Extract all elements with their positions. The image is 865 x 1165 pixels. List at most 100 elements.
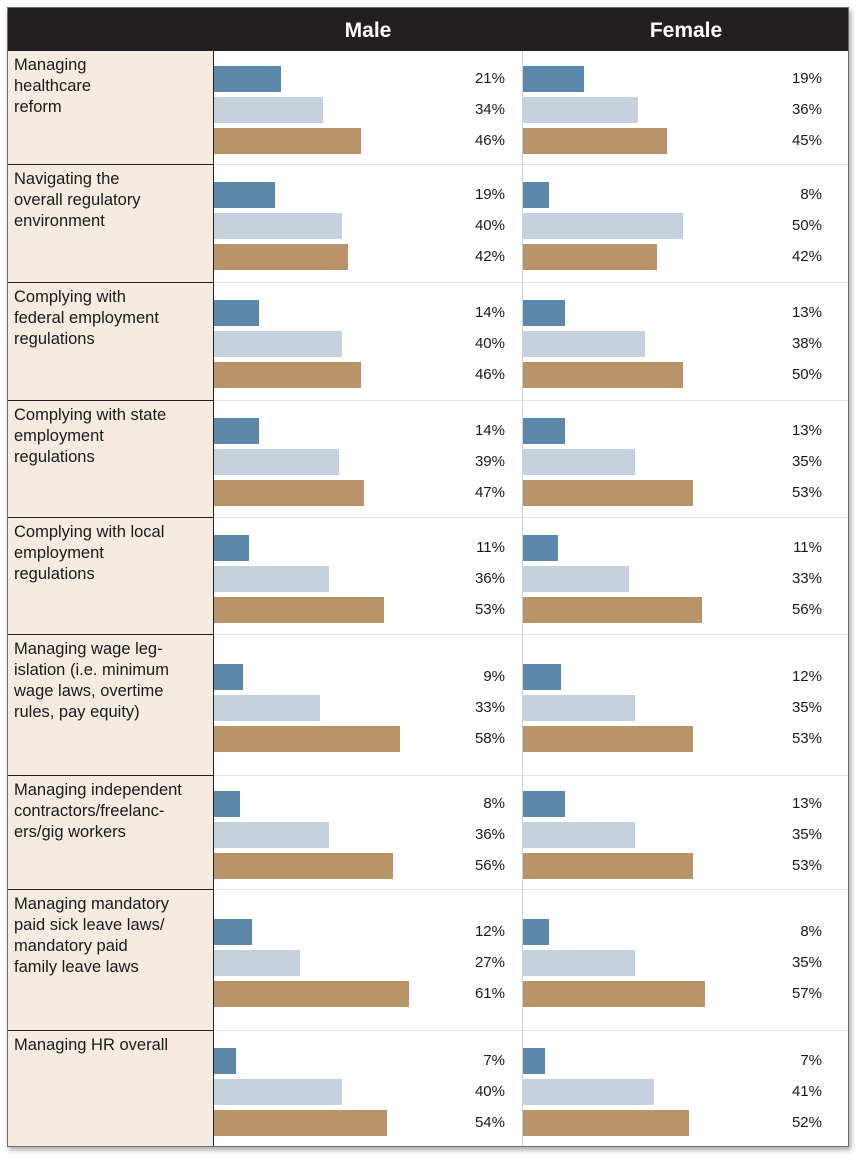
bar-female-series-1 [523,535,558,561]
bar-male-series-1 [214,919,252,945]
bar-male-series-1 [214,300,259,326]
value-label-female: 52% [791,1114,822,1131]
bar-male-series-1 [214,66,281,92]
panel-female: 13% 35% 53% [522,776,848,890]
panel-male: 21% 34% 46% [214,51,522,165]
panel-female: 8% 35% 57% [522,890,848,1031]
panel-male: 12% 27% 61% [214,890,522,1031]
category-label: Managing HR overall [8,1031,214,1146]
category-label: Managing mandatory paid sick leave laws/… [8,890,214,1031]
bar-female-series-1 [523,791,565,817]
value-label-female: 50% [791,217,822,234]
bar-male-series-2 [214,1079,342,1105]
bar-male-series-3 [214,1110,387,1136]
panel-male: 14% 39% 47% [214,401,522,518]
value-label-male: 56% [474,857,505,874]
bar-female-series-3 [523,726,693,752]
chart-row: Managing wage leg- islation (i.e. minimu… [8,635,848,776]
value-label-male: 8% [483,795,505,812]
value-label-female: 11% [793,539,822,556]
value-label-female: 36% [791,101,822,118]
category-label: Managing independent contractors/freelan… [8,776,214,890]
panel-male: 19% 40% 42% [214,165,522,283]
value-label-male: 40% [474,335,505,352]
bar-female-series-3 [523,128,667,154]
bar-male-series-2 [214,950,300,976]
panel-female: 13% 38% 50% [522,283,848,401]
panel-male: 7% 40% 54% [214,1031,522,1146]
value-label-male: 14% [474,304,505,321]
panel-female: 19% 36% 45% [522,51,848,165]
panel-male: 11% 36% 53% [214,518,522,635]
value-label-female: 13% [791,422,822,439]
value-label-male: 33% [474,699,505,716]
bar-male-series-3 [214,597,384,623]
bar-male-series-2 [214,213,342,239]
bar-male-series-3 [214,726,400,752]
value-label-female: 13% [791,304,822,321]
value-label-male: 21% [474,70,505,87]
category-label: Complying with federal employment regula… [8,283,214,401]
category-label: Complying with local employment regulati… [8,518,214,635]
bar-female-series-1 [523,919,549,945]
value-label-female: 53% [791,730,822,747]
bar-female-series-3 [523,853,693,879]
chart-row: Complying with local employment regulati… [8,518,848,635]
bar-female-series-2 [523,950,635,976]
bar-male-series-3 [214,853,393,879]
bar-female-series-2 [523,331,645,357]
category-label: Managing healthcare reform [8,51,214,165]
panel-female: 8% 50% 42% [522,165,848,283]
chart-frame: Male Female Managing healthcare reform 21… [7,7,849,1147]
bar-male-series-3 [214,128,361,154]
bar-female-series-1 [523,300,565,326]
bar-female-series-2 [523,97,638,123]
value-label-male: 36% [474,826,505,843]
value-label-female: 57% [791,985,822,1002]
value-label-male: 46% [474,366,505,383]
value-label-male: 9% [483,668,505,685]
bar-male-series-2 [214,566,329,592]
value-label-male: 47% [474,484,505,501]
bar-female-series-2 [523,695,635,721]
value-label-male: 42% [474,248,505,265]
bar-female-series-1 [523,1048,545,1074]
value-label-female: 35% [791,699,822,716]
bar-male-series-1 [214,418,259,444]
value-label-female: 38% [791,335,822,352]
bar-male-series-1 [214,1048,236,1074]
panel-female: 7% 41% 52% [522,1031,848,1146]
chart-row: Navigating the overall regulatory enviro… [8,165,848,283]
panel-female: 11% 33% 56% [522,518,848,635]
value-label-female: 8% [800,186,822,203]
value-label-male: 54% [474,1114,505,1131]
bar-female-series-2 [523,213,683,239]
bar-male-series-1 [214,182,275,208]
bar-female-series-1 [523,418,565,444]
value-label-male: 14% [474,422,505,439]
chart-row: Managing independent contractors/freelan… [8,776,848,890]
bar-female-series-2 [523,566,629,592]
value-label-female: 53% [791,484,822,501]
bar-male-series-2 [214,822,329,848]
bar-female-series-3 [523,362,683,388]
bar-female-series-3 [523,480,693,506]
bar-female-series-2 [523,822,635,848]
value-label-male: 40% [474,217,505,234]
bar-male-series-2 [214,695,320,721]
value-label-male: 12% [474,923,505,940]
value-label-male: 61% [474,985,505,1002]
bar-male-series-3 [214,244,348,270]
bar-male-series-1 [214,535,249,561]
value-label-female: 35% [791,826,822,843]
chart-body: Managing healthcare reform 21% 34% 46% 19% 36… [8,51,848,1146]
value-label-male: 53% [474,601,505,618]
chart-row: Complying with federal employment regula… [8,283,848,401]
bar-female-series-3 [523,981,705,1007]
panel-male: 8% 36% 56% [214,776,522,890]
bar-male-series-1 [214,664,243,690]
value-label-female: 13% [791,795,822,812]
bar-female-series-1 [523,182,549,208]
value-label-male: 34% [474,101,505,118]
bar-female-series-3 [523,244,657,270]
